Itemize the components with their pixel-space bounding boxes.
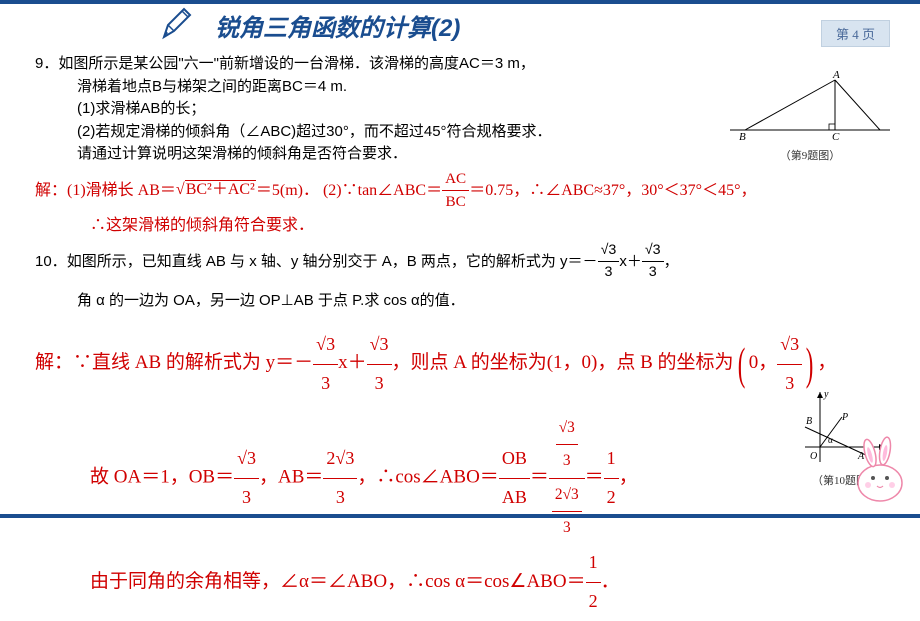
sol10-l2e: ＝ — [585, 466, 604, 487]
p10-l1b: x＋ — [619, 253, 642, 270]
frac-ac-bc: ACBC — [442, 168, 469, 215]
frac3: √33 — [777, 326, 802, 403]
sol10-l2f: ， — [619, 466, 638, 487]
frac2: √33 — [367, 326, 392, 403]
sol9-p2a: (2)∵tan∠ABC＝ — [323, 181, 442, 198]
svg-text:C: C — [832, 131, 840, 142]
svg-text:B: B — [739, 131, 746, 142]
sol10-l2c: ，∴cos∠ABO＝ — [357, 466, 498, 487]
p10-l1c: ， — [664, 253, 679, 270]
frac-sqrt3-3-a: √33 — [598, 240, 620, 284]
problem-9-line1: 如图所示是某公园"六一"前新增设的一台滑梯．该滑梯的高度AC＝3 m， — [58, 55, 535, 72]
sol10-prefix: 解： — [35, 353, 73, 374]
page-number-tag: 第 4 页 — [821, 20, 890, 47]
sol10-l1c: ，则点 A 的坐标为(1，0)，点 B 的坐标为 — [392, 353, 734, 374]
problem-9-q1: (1)求滑梯AB的长； — [77, 100, 205, 117]
solution-10: 解：∵直线 AB 的解析式为 y＝－√33x＋√33，则点 A 的坐标为(1，0… — [35, 316, 890, 620]
figure-9-svg: A B C — [725, 70, 895, 142]
svg-text:A: A — [832, 70, 840, 81]
sol10-l1a: ∵直线 AB 的解析式为 y＝－ — [73, 353, 313, 374]
solution-prefix: 解： — [35, 181, 67, 198]
lparen: ( — [737, 316, 745, 412]
solution-9: 解：(1)滑梯长 AB＝BC²＋AC²＝5(m)． (2)∵tan∠ABC＝AC… — [35, 168, 890, 239]
sol10-l2b: ，AB＝ — [259, 466, 323, 487]
bottom-border — [0, 514, 920, 518]
svg-text:B: B — [806, 416, 812, 427]
problem-9-q2: (2)若规定滑梯的倾斜角（∠ABC)超过30°，而不超过45°符合规格要求． — [77, 123, 552, 140]
sol10-l2a: 故 OA＝1，OB＝ — [90, 466, 234, 487]
frac9: 12 — [586, 544, 601, 621]
figure-9-caption: （第9题图） — [725, 147, 895, 163]
sol10-l1e: ， — [817, 353, 836, 374]
frac4: √33 — [234, 440, 259, 517]
sol10-l1d: 0， — [749, 353, 778, 374]
problem-9-number: 9． — [35, 55, 58, 72]
frac1: √33 — [313, 326, 338, 403]
page-title: 锐角三角函数的计算(2) — [215, 8, 460, 43]
svg-text:O: O — [810, 451, 817, 462]
problem-10-number: 10． — [35, 253, 67, 270]
header: 锐角三角函数的计算(2) — [0, 0, 920, 51]
sol10-l3b: ． — [601, 571, 620, 592]
frac6: OBAB — [499, 440, 530, 517]
problem-9-q3: 请通过计算说明这架滑梯的倾斜角是否符合要求． — [77, 145, 407, 162]
svg-text:α: α — [828, 435, 833, 445]
sol10-l2d: ＝ — [530, 466, 549, 487]
svg-text:P: P — [841, 412, 848, 423]
frac8: 12 — [604, 440, 619, 517]
sol9-p1b: ＝5(m)． — [256, 181, 319, 198]
figure-9: A B C （第9题图） — [725, 70, 895, 163]
sol10-l3a: 由于同角的余角相等，∠α＝∠ABO，∴cos α＝cos∠ABO＝ — [90, 571, 586, 592]
sol9-p1a: (1)滑梯长 AB＝ — [67, 181, 176, 198]
sol9-p2b: ＝0.75，∴∠ABC≈37°，30°＜37°＜45°， — [469, 181, 756, 198]
p10-l2: 角 α 的一边为 OA，另一边 OP⊥AB 于点 P.求 cos α的值． — [77, 292, 465, 309]
problem-9-line2: 滑梯着地点B与梯架之间的距离BC＝4 m. — [77, 78, 347, 95]
problem-10: 10．如图所示，已知直线 AB 与 x 轴、y 轴分别交于 A，B 两点，它的解… — [35, 240, 890, 312]
p10-l1a: 如图所示，已知直线 AB 与 x 轴、y 轴分别交于 A，B 两点，它的解析式为… — [67, 253, 598, 270]
frac5: 2√33 — [323, 440, 357, 517]
sol10-l1b: x＋ — [338, 353, 367, 374]
frac7: √332√33 — [549, 412, 585, 544]
bunny-icon — [835, 428, 915, 508]
frac-sqrt3-3-b: √33 — [642, 240, 664, 284]
svg-text:y: y — [823, 389, 829, 400]
sqrt-expr: BC²＋AC² — [176, 178, 256, 202]
pencil-icon — [158, 5, 196, 43]
sol9-p3: ∴这架滑梯的倾斜角符合要求． — [90, 217, 314, 234]
